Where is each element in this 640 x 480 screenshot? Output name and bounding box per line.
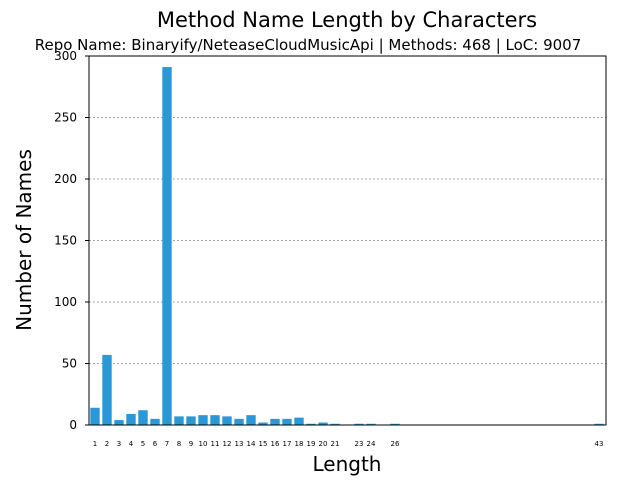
bar-length-15 bbox=[258, 422, 268, 425]
y-tick-label: 100 bbox=[54, 295, 77, 309]
y-tick-label: 200 bbox=[54, 172, 77, 186]
bar-length-17 bbox=[282, 418, 292, 425]
bar-length-18 bbox=[294, 417, 304, 425]
bar-length-2 bbox=[102, 354, 112, 425]
y-tick-label: 250 bbox=[54, 111, 77, 125]
x-axis-label: Length bbox=[313, 452, 382, 476]
bar-length-4 bbox=[126, 413, 136, 425]
bar-length-24 bbox=[366, 423, 376, 425]
y-axis-label: Number of Names bbox=[12, 149, 36, 331]
x-tick-label: 20 bbox=[319, 440, 328, 448]
y-tick-label: 300 bbox=[54, 49, 77, 63]
y-tick-label: 0 bbox=[69, 418, 77, 432]
x-tick-label: 12 bbox=[223, 440, 232, 448]
bar-length-8 bbox=[174, 416, 184, 425]
x-tick-label: 26 bbox=[391, 440, 400, 448]
y-tick-label: 150 bbox=[54, 234, 77, 248]
x-tick-label: 19 bbox=[307, 440, 316, 448]
bar-length-13 bbox=[234, 418, 244, 425]
x-tick-label: 5 bbox=[141, 440, 145, 448]
x-tick-label: 9 bbox=[189, 440, 193, 448]
x-tick-label: 14 bbox=[247, 440, 256, 448]
bar-length-43 bbox=[594, 423, 604, 425]
x-tick-label: 24 bbox=[367, 440, 376, 448]
chart-title: Method Name Length by Characters bbox=[156, 8, 538, 32]
x-tick-label: 7 bbox=[165, 440, 169, 448]
bar-length-3 bbox=[114, 420, 124, 425]
chart-subtitle: Repo Name: Binaryify/NeteaseCloudMusicAp… bbox=[34, 36, 582, 54]
bar-length-20 bbox=[318, 422, 328, 425]
x-tick-label: 2 bbox=[105, 440, 109, 448]
x-tick-label: 10 bbox=[199, 440, 208, 448]
bar-length-21 bbox=[330, 423, 340, 425]
bar-length-26 bbox=[390, 423, 400, 425]
x-tick-label: 3 bbox=[117, 440, 121, 448]
bar-length-5 bbox=[138, 410, 148, 425]
bar-length-23 bbox=[354, 423, 364, 425]
x-tick-label: 21 bbox=[331, 440, 340, 448]
x-tick-label: 17 bbox=[283, 440, 292, 448]
x-tick-label: 4 bbox=[129, 440, 134, 448]
bar-length-1 bbox=[90, 407, 100, 425]
y-tick-label: 50 bbox=[62, 357, 77, 371]
bar-length-7 bbox=[162, 67, 172, 425]
x-tick-label: 1 bbox=[93, 440, 97, 448]
x-tick-label: 23 bbox=[355, 440, 364, 448]
bar-length-10 bbox=[198, 415, 208, 425]
x-tick-label: 18 bbox=[295, 440, 304, 448]
bar-length-19 bbox=[306, 423, 316, 425]
bar-length-14 bbox=[246, 415, 256, 425]
bar-length-6 bbox=[150, 418, 160, 425]
x-tick-label: 43 bbox=[595, 440, 604, 448]
x-tick-label: 11 bbox=[211, 440, 220, 448]
bar-length-11 bbox=[210, 415, 220, 425]
x-tick-label: 15 bbox=[259, 440, 268, 448]
x-tick-label: 16 bbox=[271, 440, 280, 448]
bar-length-16 bbox=[270, 418, 280, 425]
bar-length-9 bbox=[186, 416, 196, 425]
x-tick-label: 13 bbox=[235, 440, 244, 448]
bar-length-12 bbox=[222, 416, 232, 425]
x-tick-label: 8 bbox=[177, 440, 181, 448]
x-tick-label: 6 bbox=[153, 440, 158, 448]
